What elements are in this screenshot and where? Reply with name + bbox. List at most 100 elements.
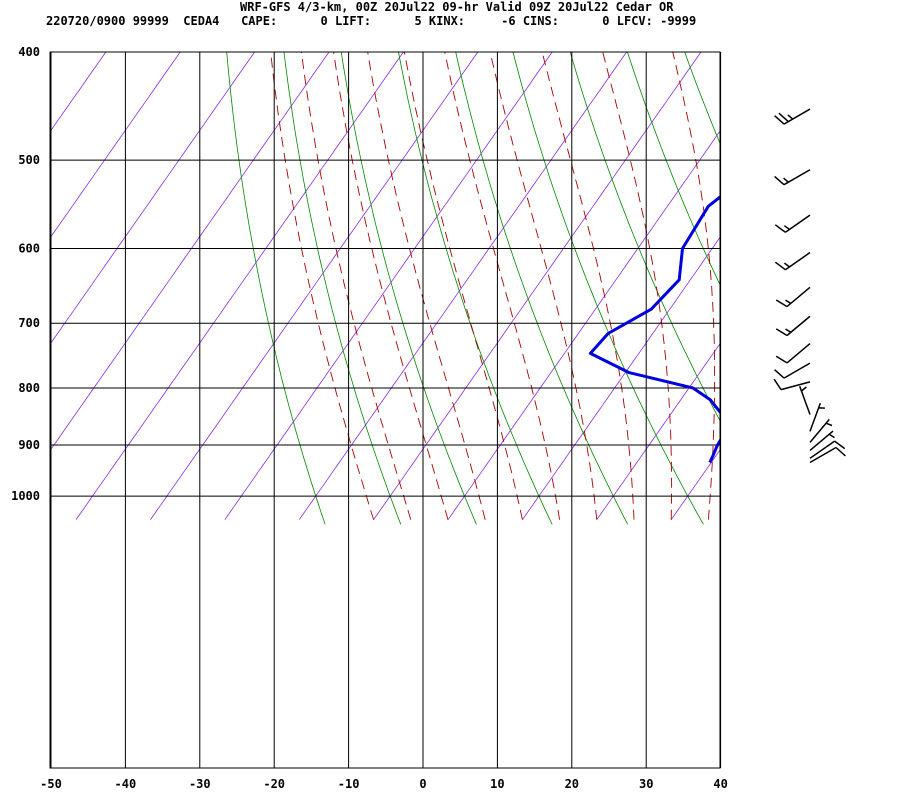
temperature-tick-label: 40 (713, 777, 727, 791)
moist-adiabat-line (857, 27, 900, 520)
wind-barb-flag (775, 355, 788, 364)
wind-barb (809, 418, 833, 443)
isotherm-line (75, 52, 404, 520)
isotherm-line (150, 52, 479, 520)
wind-barb-flag (774, 261, 786, 271)
wind-barb-flag (778, 112, 789, 123)
plot-frame (49, 51, 721, 769)
wind-barb (809, 446, 846, 464)
wind-barb-staff (786, 286, 811, 308)
chart-title: WRF-GFS 4/3-km, 00Z 20Jul22 09-hr Valid … (240, 0, 674, 14)
wind-barb (774, 251, 811, 271)
sounding-series (588, 109, 837, 464)
wind-barb-flag (773, 378, 782, 391)
wind-barb-flag (774, 369, 785, 379)
wind-barb (775, 286, 811, 308)
wind-barb-half-flag (825, 422, 833, 427)
moist-adiabat-line (820, 27, 900, 520)
isotherm-line (50, 52, 255, 346)
wind-barb (809, 402, 825, 432)
wind-barb-staff (786, 315, 811, 337)
wind-barb (774, 108, 811, 125)
temperature-tick-label: 0 (419, 777, 426, 791)
wind-barb-staff (784, 214, 811, 233)
pressure-tick-label: 600 (18, 242, 40, 256)
dry-adiabat-line (845, 27, 900, 524)
dry-adiabat-line (569, 52, 720, 422)
temperature-profile-line (754, 109, 837, 462)
wind-barb-staff (809, 440, 836, 459)
wind-barb (809, 440, 846, 459)
grid-lines (50, 51, 722, 768)
plot-background (50, 52, 720, 768)
wind-barb (774, 362, 811, 379)
dry-adiabat-line (283, 52, 402, 525)
wind-barb-half-flag (828, 433, 835, 439)
wind-barb (775, 342, 811, 364)
wind-barb-flag (835, 446, 846, 457)
dry-adiabat-line (226, 52, 326, 525)
pressure-tick-label: 400 (18, 45, 40, 59)
wind-barb-flag (774, 175, 785, 186)
dry-adiabat-line (455, 52, 629, 525)
moist-adiabat-line (489, 52, 598, 520)
wind-barb-half-flag (785, 299, 792, 305)
dry-adiabat-line (789, 27, 900, 524)
wind-barb-staff (809, 430, 834, 451)
wind-barb (774, 214, 811, 233)
temperature-tick-label: 20 (565, 777, 579, 791)
moist-adiabat-line (301, 52, 412, 520)
wind-barb-flag (775, 299, 788, 308)
temperature-tick-label: 10 (490, 777, 504, 791)
moist-adiabat-line (783, 27, 831, 520)
wind-barb-staff (809, 402, 822, 432)
temperature-tick-label: -50 (40, 777, 62, 791)
wind-barb-half-flag (785, 328, 792, 333)
temperature-tick-label: -30 (189, 777, 211, 791)
wind-barbs (773, 108, 846, 464)
pressure-tick-label: 700 (18, 316, 40, 330)
isotherm-line (596, 343, 720, 520)
background-lines (50, 27, 900, 525)
isotherm-line (670, 449, 720, 520)
wind-barb (809, 430, 835, 451)
dry-adiabat-line (732, 27, 900, 524)
wind-barb-flag (834, 440, 846, 450)
moist-adiabat-line (894, 27, 900, 520)
wind-barb (774, 169, 811, 186)
wind-barb-staff (783, 169, 811, 186)
pressure-tick-label: 500 (18, 153, 40, 167)
temperature-tick-label: -10 (338, 777, 360, 791)
wind-barb-flag (774, 115, 785, 125)
wind-barb-half-flag (783, 225, 790, 231)
wind-barb-half-flag (783, 262, 790, 268)
wind-barb-staff (783, 362, 811, 379)
temperature-tick-labels: -50 -40 -30 -20 -10 0 10 20 30 40 (40, 777, 728, 791)
moist-adiabat-line (672, 52, 716, 520)
isotherm-line (50, 52, 181, 239)
isotherm-line (447, 130, 720, 520)
wind-barb-half-flag (800, 386, 807, 392)
wind-barb (773, 378, 811, 391)
dry-adiabat-line (626, 52, 720, 286)
wind-barb-staff (786, 342, 811, 364)
wind-barb-staff (780, 381, 811, 391)
pressure-tick-label: 800 (18, 381, 40, 395)
wind-barb-half-flag (787, 114, 794, 120)
isotherm-line (298, 52, 627, 520)
moist-adiabat-line (367, 52, 486, 520)
moist-adiabat-line (403, 52, 523, 520)
pressure-tick-labels: 400 500 600 700 800 900 1000 (11, 45, 40, 503)
isotherm-line (50, 52, 330, 452)
moist-adiabat-line (541, 52, 635, 520)
wind-barb-flag (775, 328, 788, 337)
dewpoint-profile-line (588, 195, 720, 464)
wind-barb-half-flag (783, 177, 789, 183)
temperature-tick-label: -20 (263, 777, 285, 791)
wind-barb-flag (774, 224, 786, 233)
wind-barb (775, 315, 811, 337)
moist-adiabat-line (270, 52, 375, 520)
dry-adiabat-line (512, 52, 704, 525)
dry-adiabat-line (398, 52, 553, 525)
